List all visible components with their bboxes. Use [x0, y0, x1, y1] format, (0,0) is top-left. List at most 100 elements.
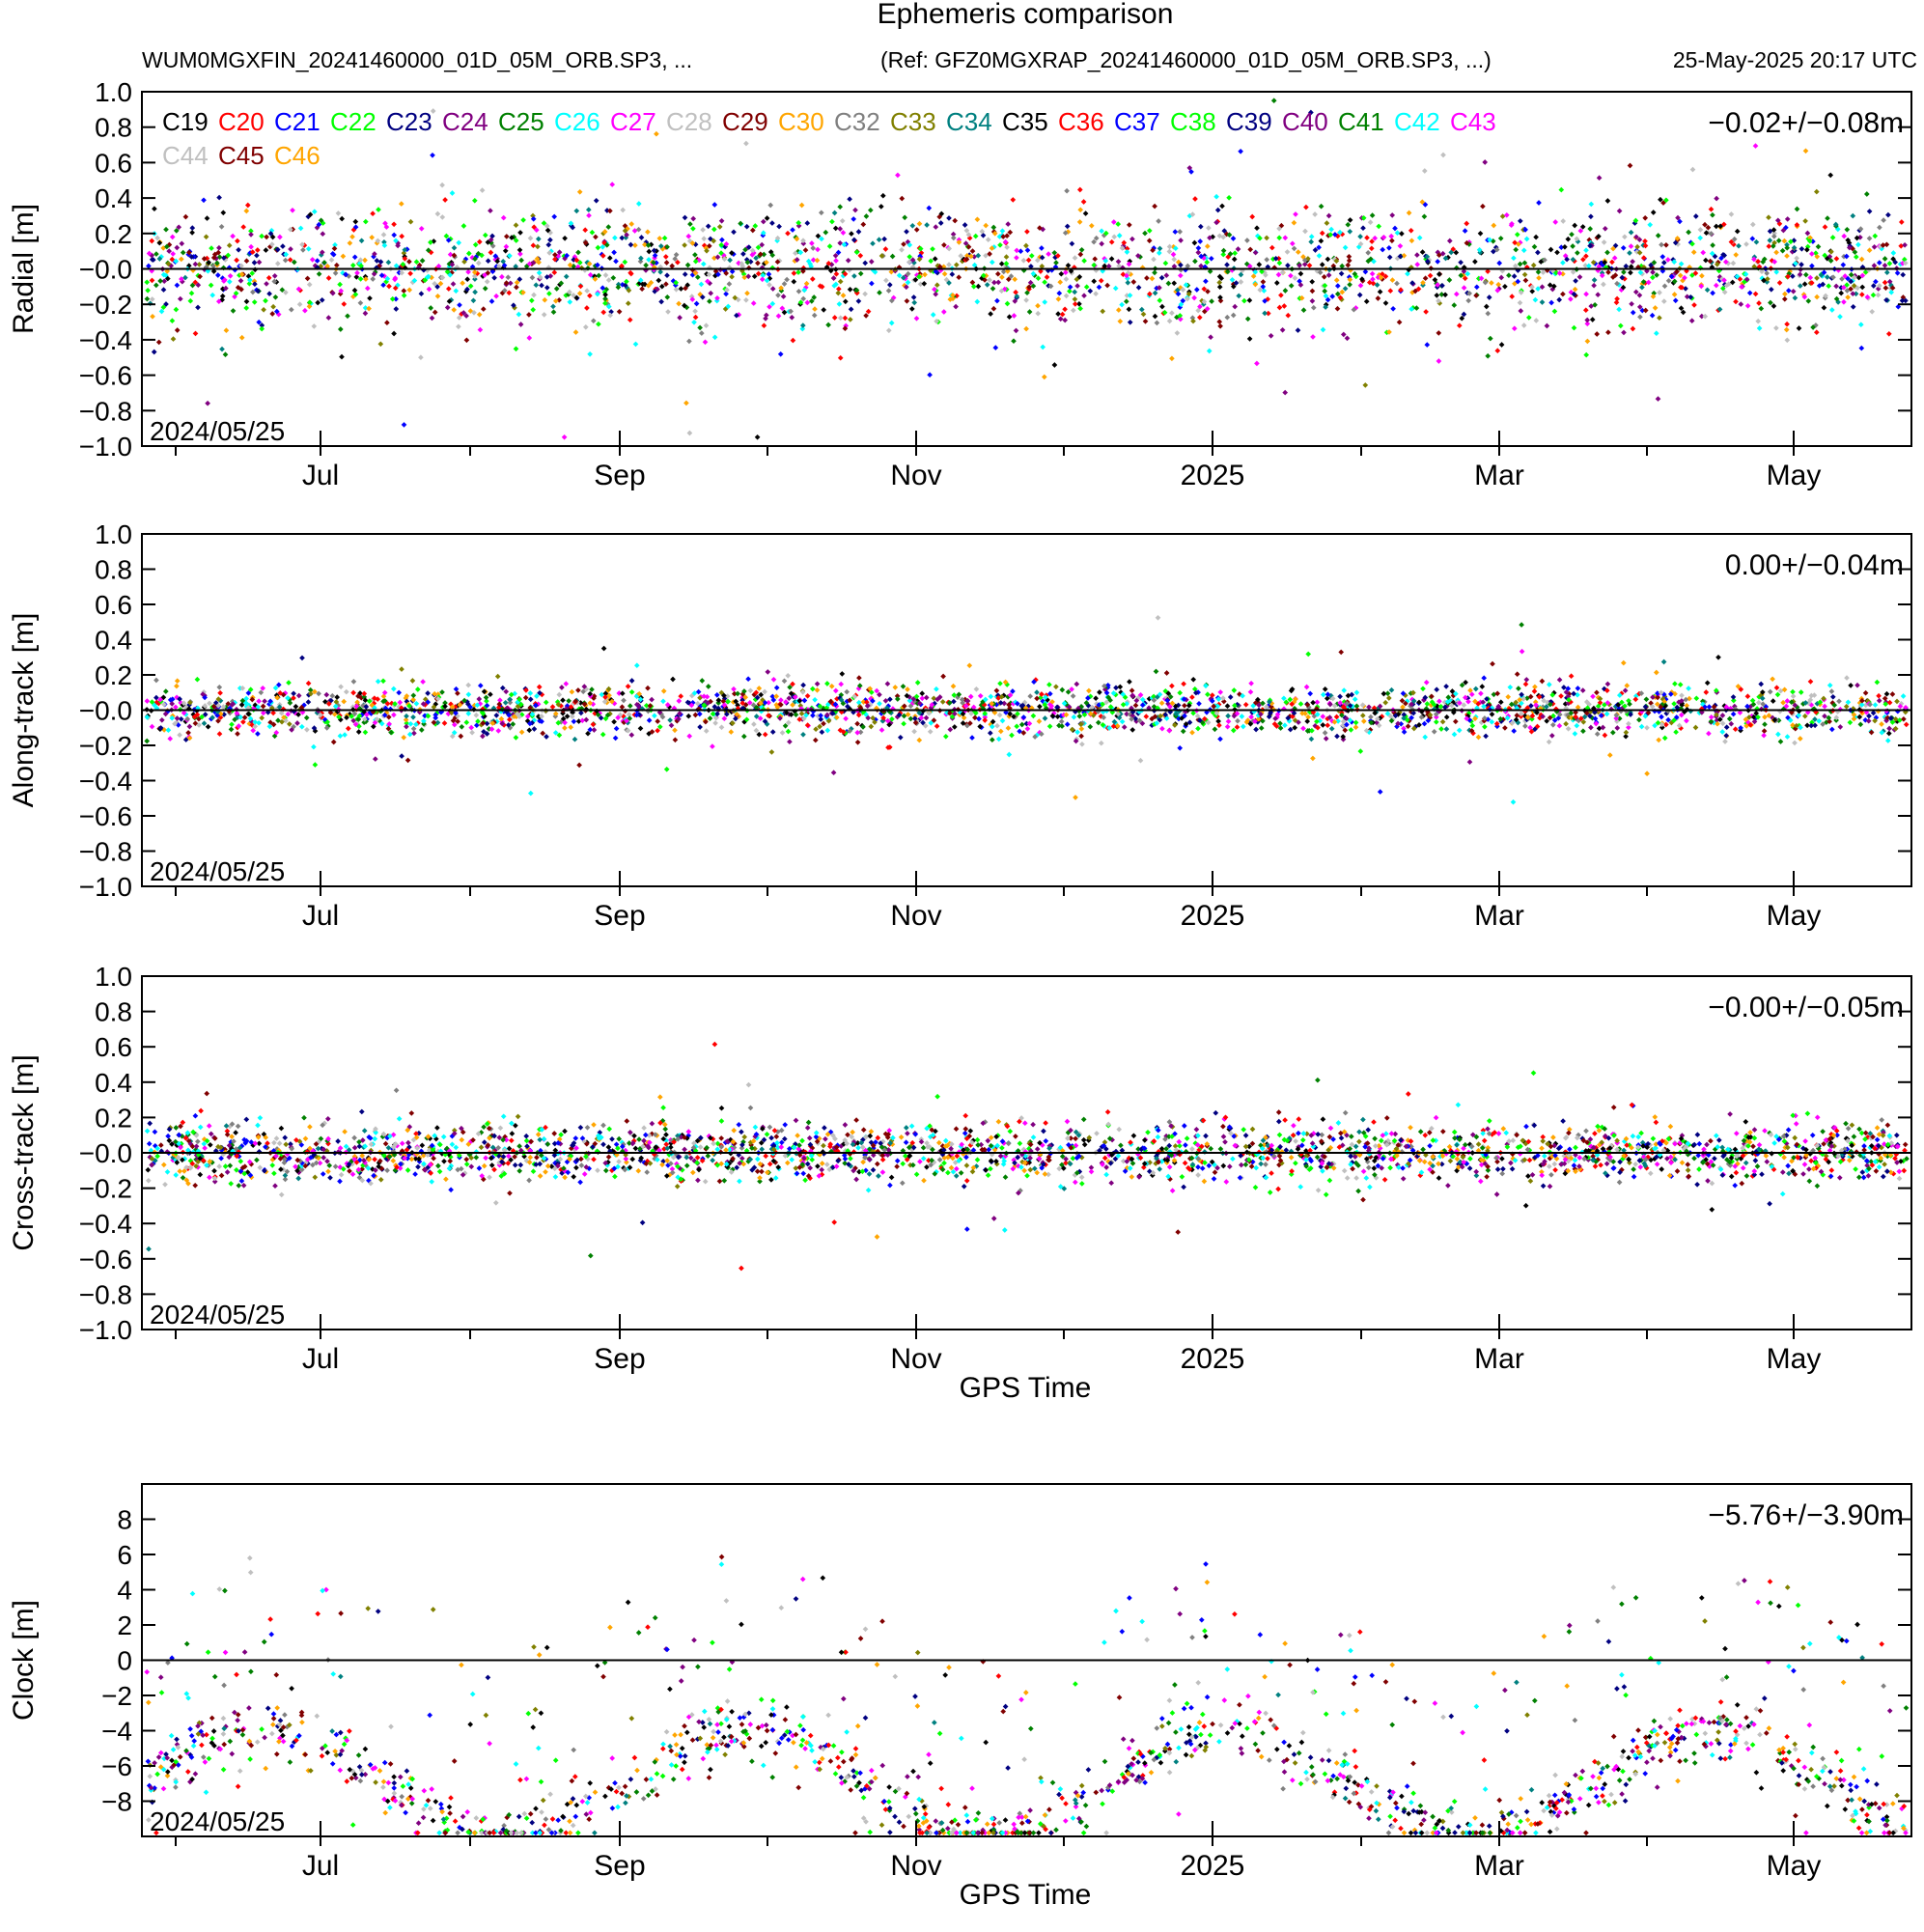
data-point	[705, 278, 711, 285]
data-point	[774, 259, 781, 266]
data-point	[984, 282, 990, 288]
data-point	[400, 261, 406, 267]
data-point	[1310, 304, 1317, 311]
data-point	[1216, 233, 1223, 239]
data-point	[1678, 305, 1685, 312]
data-point	[587, 350, 593, 357]
data-point	[1755, 318, 1762, 324]
data-point	[1866, 236, 1873, 241]
data-point	[658, 283, 665, 290]
data-point	[767, 202, 774, 209]
data-point	[967, 693, 974, 700]
data-point	[203, 234, 209, 240]
data-point	[1780, 227, 1787, 234]
data-point	[505, 274, 512, 281]
data-point	[853, 249, 860, 256]
data-point	[255, 288, 261, 294]
data-point	[1004, 300, 1011, 307]
data-point	[1614, 725, 1621, 731]
data-point	[1858, 256, 1865, 263]
data-point	[1655, 233, 1661, 238]
data-point	[215, 298, 222, 305]
data-point	[1434, 686, 1440, 693]
data-point	[1814, 294, 1820, 300]
data-point	[814, 686, 821, 693]
data-point	[526, 727, 533, 734]
data-point	[1639, 284, 1645, 291]
data-point	[288, 306, 294, 313]
data-point	[357, 276, 364, 282]
data-point	[769, 729, 776, 735]
data-point	[1580, 728, 1586, 735]
data-point	[1497, 236, 1504, 241]
data-point	[1078, 733, 1084, 740]
data-point	[1421, 720, 1428, 727]
data-point	[1269, 244, 1275, 251]
data-point	[358, 238, 365, 244]
data-point	[1678, 261, 1685, 267]
data-point	[149, 277, 155, 284]
data-point	[1510, 798, 1517, 805]
data-point	[518, 729, 525, 736]
data-point	[910, 294, 917, 300]
data-point	[1452, 718, 1459, 725]
data-point	[1577, 228, 1584, 234]
data-point	[1169, 310, 1175, 317]
data-point	[208, 282, 214, 289]
data-point	[1570, 243, 1575, 249]
data-point	[269, 234, 276, 240]
data-point	[562, 725, 568, 731]
data-point	[700, 227, 706, 233]
data-point	[1042, 715, 1048, 721]
data-point	[625, 684, 631, 689]
data-point	[678, 286, 684, 292]
data-point	[1901, 715, 1907, 722]
data-point	[669, 263, 676, 269]
data-point	[526, 312, 532, 318]
data-point	[1533, 318, 1540, 323]
data-point	[1698, 283, 1705, 290]
data-point	[1571, 291, 1577, 297]
data-point	[1047, 283, 1054, 290]
data-point	[1515, 278, 1521, 285]
data-point	[997, 241, 1003, 248]
data-point	[652, 252, 658, 259]
data-point	[1053, 260, 1059, 266]
data-point	[848, 306, 854, 313]
x-tick-label: Jul	[302, 460, 339, 491]
data-point	[460, 280, 465, 287]
data-point	[1135, 253, 1141, 259]
data-point	[600, 253, 606, 259]
data-point	[1006, 314, 1013, 321]
data-point	[1518, 290, 1524, 295]
data-point	[531, 292, 537, 298]
data-point	[587, 293, 593, 299]
data-point	[1738, 301, 1744, 307]
data-point	[1081, 258, 1087, 264]
data-point	[905, 270, 911, 277]
data-point	[463, 313, 469, 319]
data-point	[1224, 723, 1231, 730]
data-point	[582, 239, 589, 246]
data-point	[1801, 294, 1808, 300]
data-point	[399, 233, 405, 239]
data-point	[946, 280, 952, 286]
data-point	[718, 217, 725, 224]
data-point	[739, 263, 746, 269]
data-point	[883, 277, 889, 284]
data-point	[840, 293, 847, 298]
data-point	[1367, 219, 1374, 226]
data-point	[1790, 273, 1796, 279]
data-point	[393, 306, 400, 312]
data-point	[527, 690, 534, 696]
data-point	[453, 288, 460, 294]
data-point	[1814, 275, 1820, 281]
data-point	[1575, 704, 1581, 711]
data-point	[1502, 283, 1508, 290]
data-point	[982, 717, 989, 723]
data-point	[1693, 695, 1700, 702]
data-point	[406, 287, 413, 294]
data-point	[169, 234, 176, 240]
data-point	[1087, 723, 1094, 730]
